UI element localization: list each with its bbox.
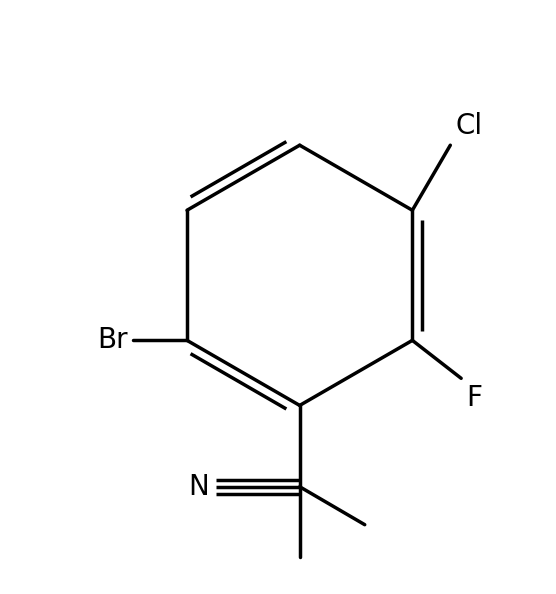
Text: Cl: Cl: [456, 112, 483, 140]
Text: F: F: [466, 384, 483, 412]
Text: Br: Br: [97, 326, 127, 355]
Text: N: N: [188, 473, 209, 501]
